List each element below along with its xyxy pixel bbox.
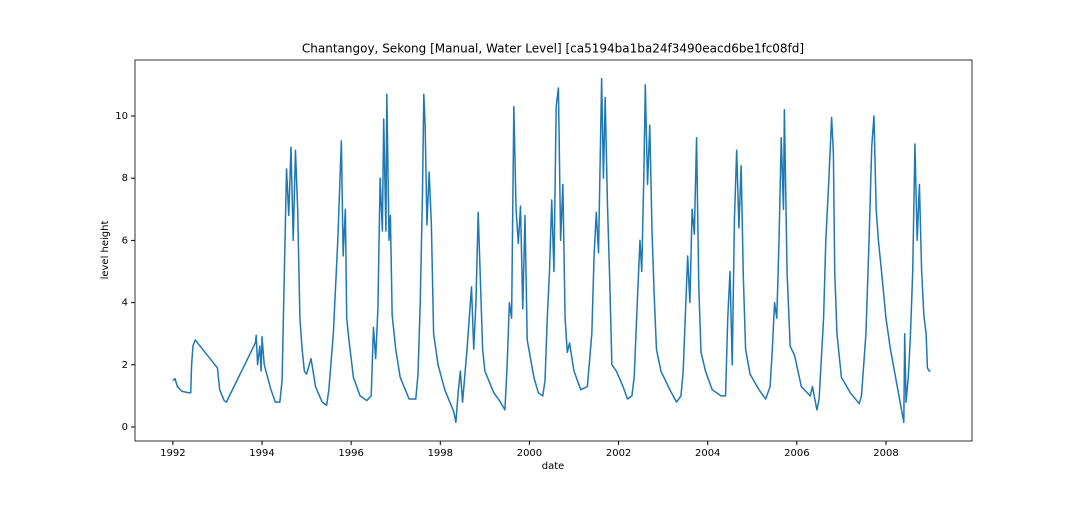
x-axis-label: date bbox=[542, 461, 565, 472]
y-tick-label: 8 bbox=[122, 173, 128, 184]
y-tick-label: 4 bbox=[122, 298, 128, 309]
x-tick-label: 1996 bbox=[338, 448, 363, 459]
plot-frame bbox=[134, 59, 973, 442]
x-tick-label: 2008 bbox=[873, 448, 898, 459]
x-tick-label: 1994 bbox=[249, 448, 274, 459]
x-tick-label: 2002 bbox=[606, 448, 631, 459]
y-tick-label: 10 bbox=[115, 111, 128, 122]
x-tick-label: 2006 bbox=[784, 448, 809, 459]
x-tick-label: 1992 bbox=[160, 448, 185, 459]
chart-title: Chantangoy, Sekong [Manual, Water Level]… bbox=[302, 42, 804, 56]
data-line bbox=[172, 77, 931, 424]
x-tick-label: 2000 bbox=[517, 448, 542, 459]
y-axis-label: level height bbox=[100, 221, 111, 280]
x-tick-label: 2004 bbox=[695, 448, 720, 459]
y-tick-label: 0 bbox=[122, 422, 128, 433]
y-tick-label: 6 bbox=[122, 235, 128, 246]
y-tick-label: 2 bbox=[122, 360, 128, 371]
x-tick-label: 1998 bbox=[428, 448, 453, 459]
